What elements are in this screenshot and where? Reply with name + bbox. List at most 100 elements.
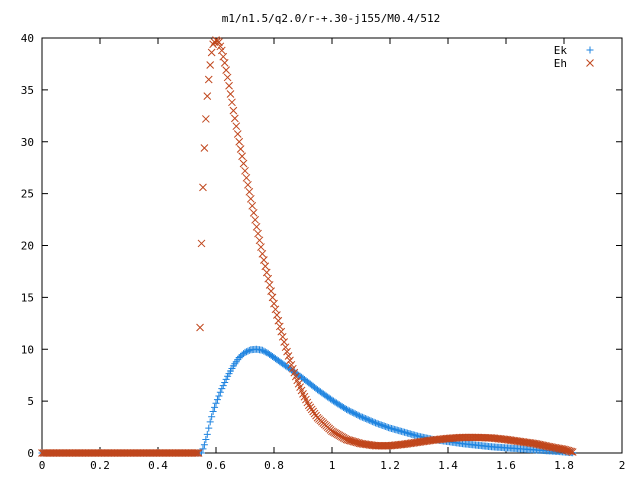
data-point bbox=[222, 375, 230, 383]
data-point bbox=[563, 446, 571, 455]
data-point bbox=[349, 437, 358, 446]
data-point bbox=[258, 249, 267, 258]
data-point bbox=[191, 449, 200, 457]
data-point bbox=[345, 407, 353, 415]
data-point bbox=[232, 122, 241, 131]
data-point bbox=[249, 208, 258, 217]
data-point bbox=[283, 347, 291, 356]
data-point bbox=[235, 137, 244, 146]
data-point bbox=[226, 90, 235, 98]
data-point bbox=[370, 418, 378, 426]
data-point bbox=[194, 449, 203, 457]
data-point bbox=[379, 422, 387, 430]
data-point bbox=[246, 194, 255, 203]
data-point bbox=[341, 404, 349, 412]
data-point bbox=[273, 311, 281, 319]
data-point bbox=[242, 348, 250, 356]
data-point bbox=[268, 293, 277, 302]
data-point bbox=[196, 323, 204, 332]
data-point bbox=[201, 115, 210, 123]
data-point bbox=[376, 420, 384, 428]
chart-title: m1/n1.5/q2.0/r-+.30-j155/M0.4/512 bbox=[222, 12, 441, 25]
data-point bbox=[219, 382, 227, 390]
data-point bbox=[244, 347, 252, 355]
data-point bbox=[238, 152, 246, 161]
x-tick-label: 0.4 bbox=[148, 459, 168, 472]
data-point bbox=[351, 410, 359, 418]
legend-label: Eh bbox=[554, 57, 567, 70]
plot-area: 0 0.2 0.4 0.6 0.8 1 1.2 1.4 1.6 1.8 20510152025303… bbox=[21, 32, 626, 472]
data-point bbox=[215, 392, 223, 400]
data-point bbox=[267, 287, 275, 296]
data-point bbox=[377, 421, 385, 429]
data-point bbox=[220, 59, 229, 67]
data-point bbox=[241, 348, 249, 356]
data-point bbox=[353, 411, 361, 419]
data-point bbox=[369, 418, 377, 426]
legend-label: Ek bbox=[554, 44, 568, 57]
data-point bbox=[374, 420, 382, 428]
data-point bbox=[364, 416, 372, 424]
data-point bbox=[280, 338, 289, 346]
data-point bbox=[354, 438, 362, 447]
data-point bbox=[225, 81, 233, 90]
data-point bbox=[206, 418, 214, 426]
y-tick-label: 25 bbox=[21, 188, 34, 201]
data-point bbox=[245, 187, 254, 196]
data-point bbox=[229, 106, 238, 115]
data-point bbox=[372, 419, 379, 427]
data-point bbox=[228, 98, 236, 107]
data-point bbox=[385, 424, 393, 432]
data-point bbox=[203, 430, 211, 438]
data-point bbox=[363, 415, 371, 423]
data-point bbox=[344, 436, 352, 444]
data-point bbox=[347, 408, 355, 416]
data-point bbox=[278, 332, 287, 341]
data-point bbox=[255, 236, 264, 245]
data-point bbox=[274, 316, 283, 325]
x-tick-label: 2 bbox=[619, 459, 626, 472]
y-tick-label: 30 bbox=[21, 136, 34, 149]
data-point bbox=[260, 347, 268, 355]
data-point bbox=[357, 413, 365, 421]
data-point bbox=[564, 446, 573, 455]
data-point bbox=[343, 405, 350, 413]
data-point bbox=[205, 424, 213, 432]
y-tick-label: 20 bbox=[21, 240, 34, 253]
data-point bbox=[244, 180, 252, 189]
y-tick-label: 10 bbox=[21, 343, 34, 356]
data-point bbox=[251, 215, 260, 224]
x-tick-label: 0.2 bbox=[90, 459, 110, 472]
data-point bbox=[203, 92, 212, 100]
data-point bbox=[209, 408, 217, 415]
data-point bbox=[219, 52, 228, 61]
data-point bbox=[345, 436, 354, 445]
data-point bbox=[236, 145, 245, 153]
data-point bbox=[254, 229, 262, 238]
y-tick-label: 5 bbox=[27, 395, 34, 408]
data-point bbox=[262, 268, 271, 277]
data-point bbox=[281, 343, 290, 352]
data-point bbox=[252, 222, 261, 231]
y-tick-label: 15 bbox=[21, 291, 34, 304]
plot-frame bbox=[41, 37, 623, 454]
data-point bbox=[380, 422, 388, 430]
data-point bbox=[199, 445, 207, 453]
data-point bbox=[348, 437, 357, 446]
data-point bbox=[561, 445, 570, 454]
y-tick-label: 0 bbox=[27, 447, 34, 460]
data-point bbox=[351, 438, 360, 446]
legend-marker bbox=[586, 46, 594, 54]
data-point bbox=[204, 75, 213, 84]
legend-marker bbox=[586, 59, 594, 67]
data-point bbox=[567, 447, 576, 456]
data-point bbox=[216, 388, 224, 396]
data-point bbox=[257, 243, 265, 251]
data-point bbox=[242, 173, 251, 182]
data-point bbox=[358, 413, 366, 421]
data-point bbox=[568, 448, 577, 456]
data-point bbox=[344, 406, 352, 414]
data-point bbox=[212, 399, 220, 407]
data-point bbox=[346, 436, 355, 445]
